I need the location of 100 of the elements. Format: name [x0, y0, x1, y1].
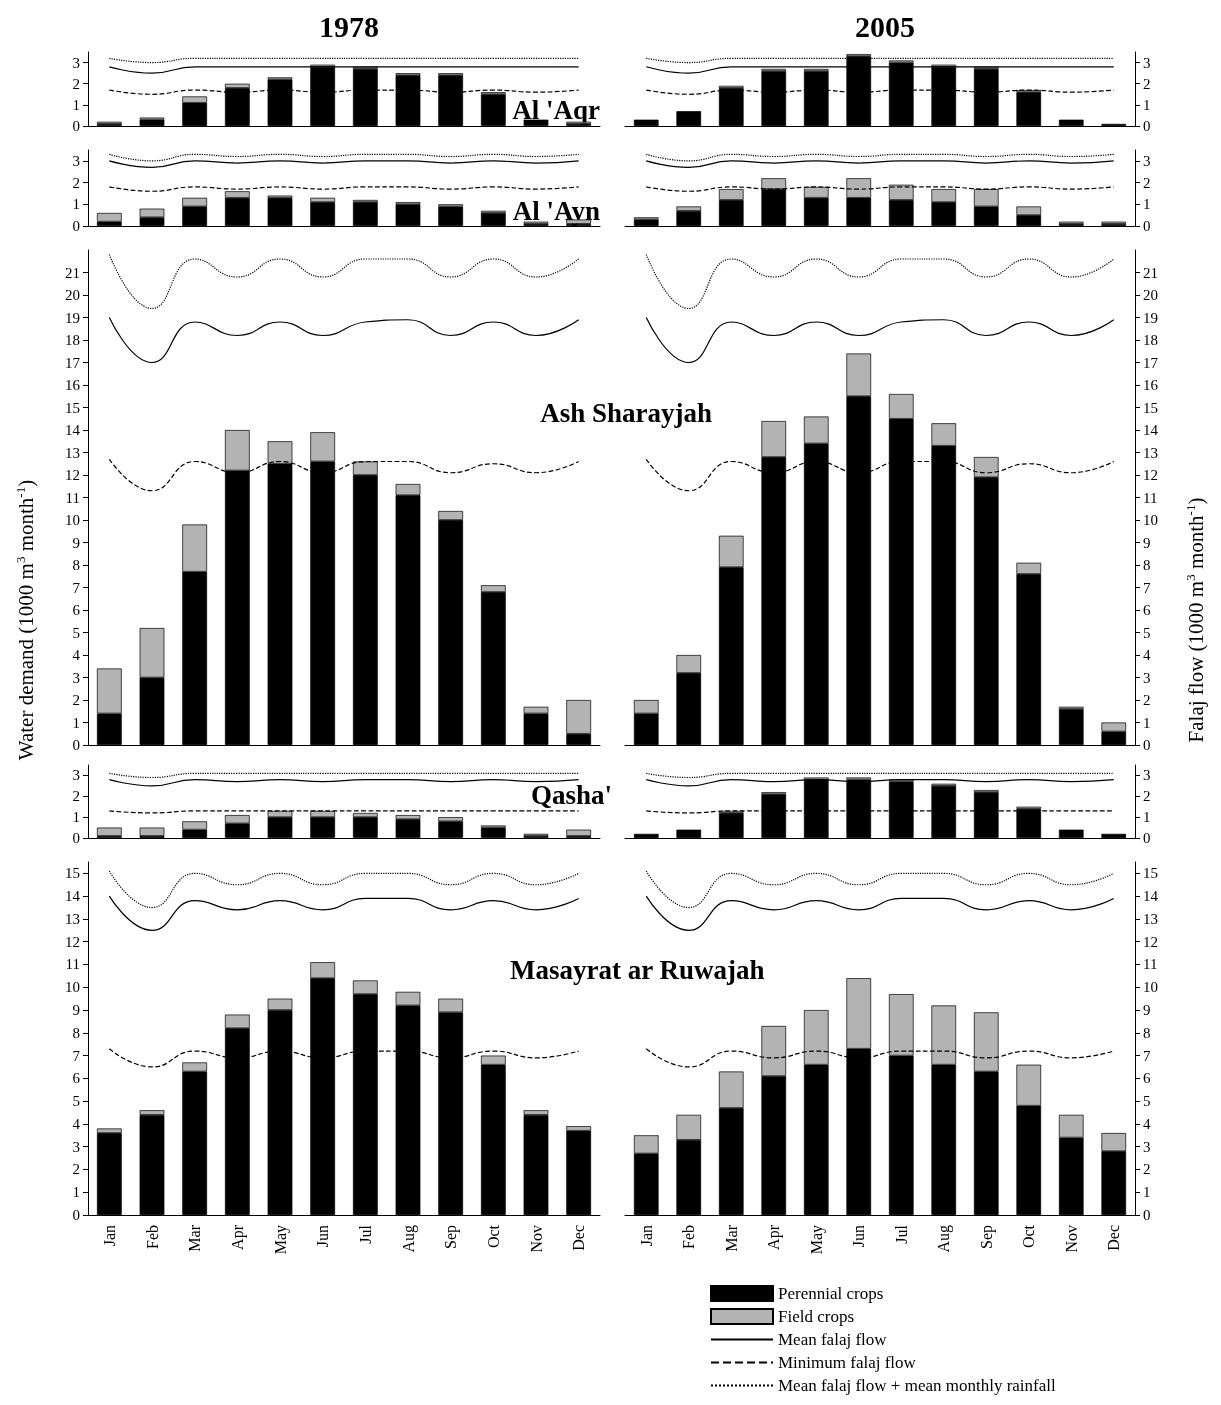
bar: [566, 829, 592, 836]
y-tick-label: 19: [65, 309, 80, 326]
y-tick-label: 16: [65, 377, 81, 393]
y-tick-label: 0: [72, 118, 80, 134]
y-tick-label: 19: [1143, 309, 1158, 326]
line-series: [108, 253, 580, 310]
line-series: [108, 870, 580, 909]
line-series: [645, 895, 1115, 931]
y-tick-label: 12: [65, 933, 80, 950]
x-tick-label: Feb: [143, 1225, 161, 1249]
y-tick-label: 0: [1143, 118, 1151, 134]
y-tick-label: 3: [72, 152, 80, 169]
annotation: Masayrat ar Ruwajah: [510, 954, 765, 985]
x-tick-label: May: [271, 1225, 290, 1255]
y-tick-label: 1: [72, 196, 80, 213]
line-series: [645, 316, 1115, 364]
y-tick-label: 2: [1143, 75, 1151, 92]
y-tick-label: 2: [72, 75, 80, 92]
bar: [96, 212, 122, 222]
y-tick-label: 10: [65, 979, 80, 996]
y-tick-label: 0: [1143, 737, 1151, 753]
y-tick-label: 2: [72, 174, 80, 191]
y-tick-label: 0: [1143, 1207, 1151, 1223]
y-tick-label: 8: [72, 1024, 80, 1041]
legend-label: Field crops: [778, 1307, 855, 1326]
x-tick-label: Jul: [356, 1224, 374, 1244]
y-tick-label: 3: [72, 669, 80, 686]
x-tick-label: Jun: [850, 1225, 868, 1248]
y-tick-label: 7: [1143, 1047, 1151, 1064]
x-tick-label: Jan: [100, 1225, 118, 1247]
y-tick-label: 0: [72, 1207, 80, 1223]
y-tick-label: 13: [1143, 910, 1158, 927]
bar: [96, 827, 122, 836]
y-tick-label: 0: [72, 737, 80, 753]
y-tick-label: 4: [1143, 647, 1151, 663]
y-tick-label: 4: [1143, 1115, 1151, 1132]
legend-label: Perennial crops: [778, 1284, 884, 1303]
x-tick-label: Nov: [1062, 1225, 1080, 1253]
y-tick-label: 0: [72, 830, 80, 846]
x-tick-label: Aug: [935, 1225, 954, 1253]
y-tick-label: 7: [72, 579, 81, 596]
y-tick-label: 3: [1143, 767, 1151, 784]
y-tick-label: 3: [72, 54, 80, 71]
y-tick-label: 1: [1143, 714, 1151, 731]
y-tick-label: 14: [65, 422, 81, 438]
y-tick-label: 5: [1143, 624, 1151, 641]
y-tick-label: 2: [72, 1161, 80, 1178]
x-tick-label: Dec: [1105, 1225, 1123, 1251]
x-tick-label: Apr: [228, 1224, 247, 1250]
legend-label: Mean falaj flow + mean monthly rainfall: [778, 1376, 1056, 1395]
x-tick-label: Aug: [399, 1225, 418, 1253]
y-tick-label: 9: [72, 534, 80, 551]
y-tick-label: 4: [72, 1115, 81, 1132]
y-tick-label: 2: [72, 692, 80, 708]
y-tick-label: 9: [1143, 1002, 1151, 1019]
y-tick-label: 5: [72, 1093, 80, 1110]
chart-title: 2005: [855, 9, 915, 43]
y-tick-label: 12: [1143, 933, 1158, 950]
y-tick-label: 8: [1143, 557, 1151, 573]
y-tick-label: 15: [1143, 399, 1158, 416]
y-tick-label: 11: [1143, 956, 1158, 973]
y-tick-label: 17: [65, 354, 81, 371]
x-tick-label: Oct: [1020, 1224, 1038, 1249]
y-tick-label: 15: [65, 399, 80, 416]
y-tick-label: 6: [72, 602, 81, 618]
y-tick-label: 0: [1143, 218, 1151, 234]
y-tick-label: 14: [1143, 888, 1159, 905]
y-tick-label: 1: [72, 96, 80, 113]
y-tick-label: 4: [72, 647, 81, 663]
y-tick-label: 1: [1143, 96, 1151, 113]
y-tick-label: 16: [1143, 377, 1159, 393]
x-tick-label: Sep: [977, 1225, 996, 1249]
bar: [566, 219, 592, 224]
y-tick-label: 1: [72, 1184, 80, 1201]
y-tick-label: 15: [1143, 865, 1158, 882]
annotation: Qasha': [530, 779, 612, 810]
x-tick-label: Sep: [442, 1225, 461, 1249]
x-tick-label: Apr: [765, 1224, 784, 1250]
line-series: [645, 870, 1115, 909]
y-tick-label: 10: [65, 512, 80, 528]
x-tick-label: Jun: [314, 1225, 332, 1248]
y-tick-label: 20: [65, 287, 80, 303]
x-tick-label: May: [807, 1225, 826, 1255]
y-tick-label: 3: [1143, 152, 1151, 169]
y-tick-label: 11: [65, 489, 80, 506]
y-tick-label: 9: [72, 1002, 80, 1019]
x-tick-label: Feb: [680, 1225, 698, 1249]
y-tick-label: 8: [1143, 1024, 1151, 1041]
y-tick-label: 1: [72, 714, 80, 731]
y-tick-label: 10: [1143, 512, 1158, 528]
y-tick-label: 13: [65, 444, 80, 461]
y-tick-label: 0: [72, 218, 80, 234]
y-tick-label: 12: [65, 467, 80, 483]
y-tick-label: 10: [1143, 979, 1158, 996]
y-tick-label: 20: [1143, 287, 1158, 303]
bar: [139, 827, 165, 836]
y-tick-label: 13: [1143, 444, 1158, 461]
y-tick-label: 5: [1143, 1093, 1151, 1110]
annotation: Ash Sharayjah: [540, 397, 712, 428]
y-tick-label: 11: [1143, 489, 1158, 506]
